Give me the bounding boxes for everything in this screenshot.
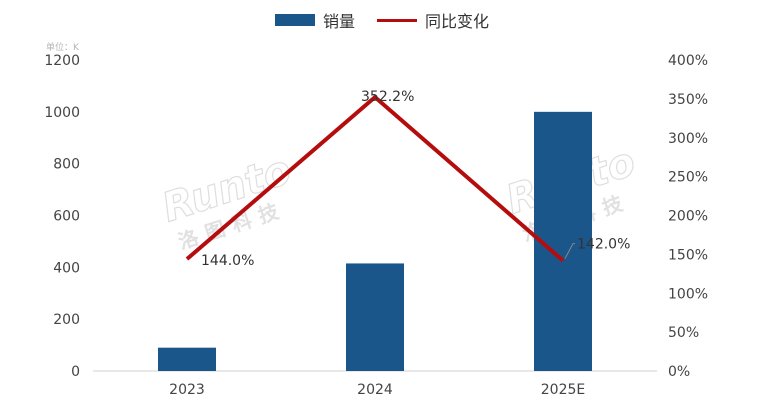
legend-swatch-bar [275, 14, 315, 26]
y-left-tick-label: 1000 [44, 105, 80, 121]
y-left-tick-label: 200 [53, 312, 80, 328]
yoy-line [185, 94, 565, 263]
legend-item-sales: 销量 [275, 8, 355, 32]
legend-item-yoy: 同比变化 [377, 8, 489, 32]
y-left-tick-label: 800 [53, 157, 80, 173]
data-label-2025E: 142.0% [577, 237, 630, 253]
data-label-2024: 352.2% [361, 89, 414, 105]
bar-2024 [346, 263, 404, 371]
y-right-tick-label: 200% [668, 209, 708, 225]
y-left-tick-label: 400 [53, 260, 80, 276]
y-right-tick-label: 50% [668, 325, 699, 341]
y-right-tick-label: 0% [668, 364, 690, 380]
y-right-tick-label: 250% [668, 170, 708, 186]
y-left-tick-label: 600 [53, 209, 80, 225]
legend-label-yoy: 同比变化 [425, 12, 490, 31]
y-left-tick-label: 0 [71, 364, 80, 380]
x-tick-label: 2023 [169, 382, 205, 398]
x-tick-label: 2024 [357, 382, 393, 398]
x-tick-label: 2025E [541, 382, 585, 398]
data-label-2023: 144.0% [201, 253, 254, 269]
y-right-tick-label: 100% [668, 286, 708, 302]
data-label-leader [564, 243, 575, 259]
legend-label-sales: 销量 [323, 12, 356, 31]
legend-swatch-line [377, 18, 418, 22]
y-right-tick-label: 400% [668, 53, 708, 69]
y-right-tick-label: 300% [668, 131, 708, 147]
y-right-tick-label: 350% [668, 92, 708, 108]
legend: 销量 同比变化 [275, 8, 489, 32]
bar-2023 [158, 347, 216, 371]
unit-label: 单位：K [46, 41, 80, 53]
y-right-tick-label: 150% [668, 247, 708, 263]
y-left-tick-label: 1200 [44, 53, 80, 69]
